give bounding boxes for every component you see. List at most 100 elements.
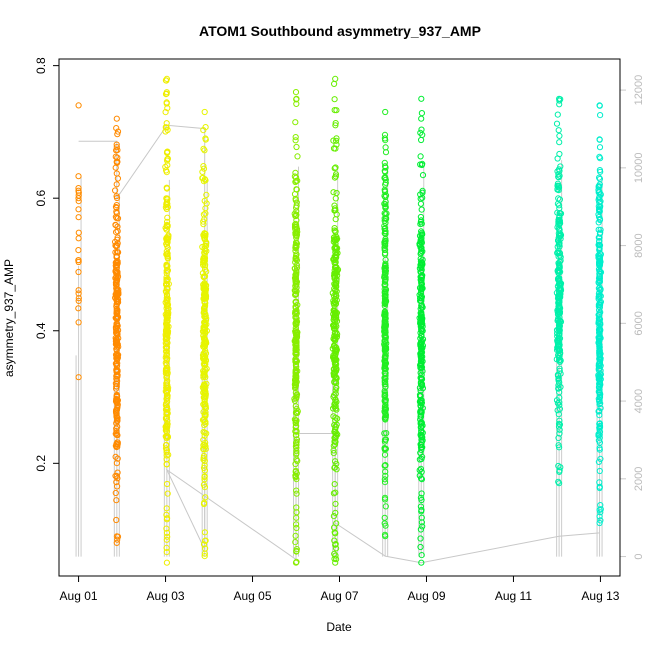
data-point [330, 370, 337, 377]
data-point [556, 139, 563, 146]
data-point [113, 293, 121, 300]
data-point [555, 423, 563, 430]
data-point [113, 497, 120, 504]
data-point [597, 371, 605, 378]
data-point [556, 365, 563, 372]
data-point [293, 232, 300, 240]
data-point [554, 342, 562, 349]
data-point [162, 224, 169, 231]
data-point [114, 431, 121, 439]
data-point [164, 434, 171, 441]
data-point [292, 277, 299, 284]
data-point [416, 232, 424, 239]
data-point [163, 529, 171, 537]
data-point [596, 300, 604, 307]
data-point [113, 440, 120, 447]
data-point [202, 285, 210, 292]
data-point [597, 362, 604, 369]
data-point [596, 102, 603, 109]
data-point [382, 242, 389, 249]
data-point [292, 372, 299, 380]
data-point [163, 549, 170, 556]
data-point [332, 337, 339, 344]
data-point [293, 391, 301, 398]
data-point [596, 174, 603, 181]
data-point [333, 323, 340, 330]
data-point [164, 244, 171, 252]
data-point [418, 441, 425, 448]
data-point [163, 124, 170, 131]
data-point [331, 524, 338, 531]
data-point [333, 556, 340, 563]
data-point [556, 426, 563, 433]
data-point [332, 75, 339, 83]
data-point [293, 211, 300, 218]
data-point [112, 213, 120, 220]
data-point [554, 111, 561, 118]
data-point [113, 425, 120, 432]
data-point [595, 234, 602, 241]
data-point [417, 362, 424, 369]
data-point [201, 432, 208, 439]
data-point [418, 375, 425, 382]
data-point [382, 361, 389, 368]
data-point [292, 119, 299, 126]
data-point [163, 270, 170, 277]
data-point [330, 393, 337, 401]
plot-frame [58, 58, 621, 577]
data-point [162, 354, 169, 361]
data-point [555, 234, 562, 242]
data-point [556, 379, 563, 386]
data-point [163, 295, 170, 302]
data-point [114, 131, 121, 138]
y2-tick-label: 10000 [633, 153, 645, 184]
data-point [382, 250, 389, 257]
data-point [596, 424, 603, 431]
data-point [75, 173, 82, 180]
data-point [381, 328, 388, 335]
data-point [164, 308, 171, 315]
data-point [200, 541, 208, 548]
cluster-4 [199, 108, 210, 560]
data-point [200, 258, 207, 265]
data-point [291, 210, 298, 217]
data-point [201, 108, 208, 116]
data-point [164, 330, 171, 337]
data-point [292, 539, 299, 546]
data-point [293, 100, 300, 108]
data-point [555, 337, 562, 345]
data-point [112, 164, 119, 171]
data-point [417, 258, 424, 265]
data-point [418, 349, 426, 356]
data-point [163, 372, 171, 379]
data-point [163, 544, 170, 552]
data-point [332, 559, 339, 566]
data-point [200, 481, 207, 488]
data-point [332, 335, 339, 342]
data-point [292, 532, 299, 539]
data-point [596, 379, 604, 386]
data-point [556, 132, 563, 139]
data-point [381, 314, 389, 321]
data-point [332, 346, 339, 353]
data-point [418, 126, 425, 133]
data-point [164, 218, 171, 225]
data-point [555, 434, 562, 442]
data-point [164, 533, 171, 540]
data-point [114, 483, 121, 490]
data-point [202, 494, 209, 501]
data-point [382, 381, 389, 388]
data-point [113, 229, 120, 236]
data-point [293, 96, 300, 103]
data-point [201, 429, 208, 436]
data-point [112, 222, 119, 229]
data-point [112, 187, 119, 194]
data-point [331, 537, 338, 544]
data-point [164, 515, 171, 522]
data-point [292, 134, 299, 141]
data-point [332, 333, 339, 340]
data-point [201, 334, 208, 341]
data-point [292, 299, 299, 306]
data-point [200, 372, 207, 379]
data-point [200, 309, 207, 316]
